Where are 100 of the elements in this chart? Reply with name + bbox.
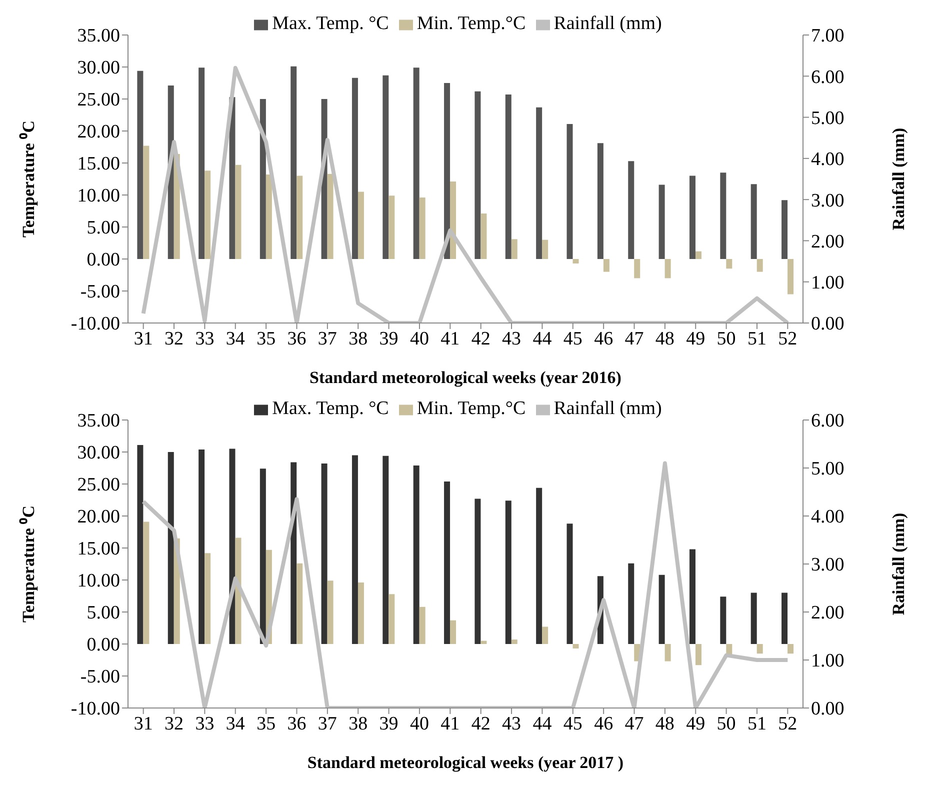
x-tick-label: 46 [594, 328, 614, 350]
bar [137, 444, 144, 644]
x-tick-label: 32 [164, 328, 184, 350]
y-tick-label: 15.00 [77, 154, 120, 175]
x-tick-label: 42 [471, 713, 490, 734]
legend-label: Rainfall (mm) [554, 398, 662, 419]
bar [450, 620, 456, 644]
y-tick-label: 15.00 [77, 538, 120, 560]
bar [536, 488, 542, 644]
y-tick-label: 25.00 [77, 90, 120, 111]
bar [296, 176, 303, 259]
y2-axis-title: Rainfall (mm) [889, 128, 908, 230]
x-tick-label: 45 [563, 328, 582, 350]
bar [480, 214, 487, 259]
x-tick-label: 40 [410, 328, 429, 350]
x-tick-label: 50 [716, 713, 736, 734]
bar [235, 538, 242, 644]
x-tick-label: 47 [624, 713, 644, 734]
bar [450, 182, 456, 259]
y-tick-label: 20.00 [77, 506, 120, 528]
bar [388, 196, 395, 259]
x-tick-label: 44 [532, 328, 552, 350]
x-tick-label: 36 [287, 713, 306, 734]
bar [352, 78, 358, 259]
bar [204, 553, 211, 644]
x-tick-label: 43 [502, 328, 522, 350]
y2-axis-title: Rainfall (mm) [889, 512, 908, 616]
x-tick-label: 41 [440, 713, 460, 734]
bar [474, 91, 481, 259]
x-tick-label: 37 [318, 713, 337, 734]
x-tick-label: 33 [195, 713, 214, 734]
y-tick-label: 30.00 [77, 58, 120, 79]
bar [419, 198, 426, 259]
y-tick-label: 0.00 [86, 634, 120, 656]
y2-tick-label: 2.00 [811, 231, 844, 252]
bar [689, 549, 696, 644]
bar [597, 143, 604, 259]
bar [536, 107, 542, 259]
x-tick-label: 34 [226, 713, 246, 734]
x-tick-label: 31 [134, 328, 153, 350]
bar [782, 592, 788, 644]
bar [566, 124, 573, 259]
bar [290, 66, 297, 259]
legend-label: Max. Temp. °C [272, 13, 389, 34]
y2-tick-label: 6.00 [811, 410, 844, 432]
legend-label: Max. Temp. °C [272, 398, 389, 419]
x-tick-label: 48 [655, 713, 674, 734]
y2-tick-label: 7.00 [811, 26, 844, 47]
x-tick-label: 36 [287, 328, 306, 350]
bar [511, 640, 518, 644]
bar [572, 644, 579, 648]
bar [143, 146, 150, 259]
bar [695, 644, 702, 666]
y2-tick-label: 5.00 [811, 108, 844, 130]
x-tick-label: 51 [747, 328, 766, 350]
bar [137, 70, 144, 259]
y-tick-label: 10.00 [77, 186, 120, 207]
bar [664, 259, 671, 278]
bar [327, 174, 334, 259]
y-tick-label: 0.00 [86, 250, 120, 271]
x-axis-title: Standard meteorological weeks (year 2017 ) [307, 753, 624, 772]
x-tick-label: 49 [686, 328, 706, 350]
bar [750, 184, 757, 259]
bar [658, 574, 665, 644]
y2-tick-label: 4.00 [811, 506, 844, 528]
bar [266, 174, 272, 259]
y-tick-label: 20.00 [77, 122, 120, 143]
x-tick-label: 47 [624, 328, 644, 350]
bar [750, 592, 757, 644]
bar [782, 200, 788, 259]
x-tick-label: 41 [440, 328, 460, 350]
x-tick-label: 35 [256, 713, 276, 734]
x-tick-label: 43 [502, 713, 522, 734]
x-tick-label: 51 [747, 713, 766, 734]
bar [444, 83, 450, 259]
x-tick-label: 44 [532, 713, 552, 734]
x-tick-label: 45 [563, 713, 582, 734]
y-tick-label: 25.00 [77, 474, 120, 496]
y2-tick-label: 2.00 [811, 602, 844, 624]
bar [358, 192, 364, 259]
y-tick-label: 35.00 [77, 410, 120, 432]
bar [603, 259, 610, 272]
y2-tick-label: 0.00 [811, 698, 844, 720]
x-tick-label: 52 [778, 713, 798, 734]
y-axis-title: Temperature ⁰C [19, 120, 38, 238]
bar [658, 184, 665, 259]
bar [726, 259, 732, 269]
y-tick-label: -10.00 [70, 314, 120, 335]
x-tick-label: 40 [410, 713, 429, 734]
line-series [141, 461, 790, 708]
bar [542, 626, 548, 644]
bar [720, 596, 726, 644]
bar [720, 172, 726, 259]
bar [542, 240, 548, 259]
bar [198, 449, 205, 644]
x-tick-label: 34 [226, 328, 246, 350]
y2-tick-label: 1.00 [811, 272, 844, 294]
y2-tick-label: 3.00 [811, 190, 844, 212]
x-tick-label: 38 [348, 713, 368, 734]
bar [260, 468, 266, 644]
